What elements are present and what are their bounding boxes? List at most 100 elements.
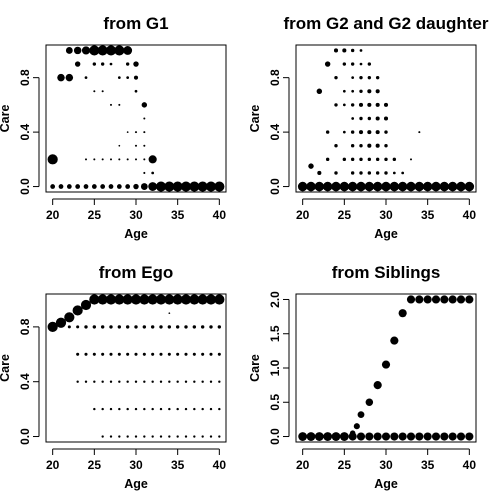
data-point: [367, 62, 372, 66]
data-point: [100, 62, 105, 66]
data-point: [147, 294, 158, 305]
data-point: [448, 432, 457, 441]
data-point: [367, 102, 372, 107]
data-point: [65, 73, 74, 82]
data-point: [367, 116, 372, 121]
data-point: [118, 380, 121, 383]
data-point: [389, 181, 400, 192]
data-point: [118, 144, 121, 147]
data-point: [218, 380, 221, 383]
data-point: [184, 435, 188, 438]
data-point: [143, 131, 146, 134]
data-point: [76, 352, 80, 356]
data-point: [197, 181, 208, 192]
data-point: [168, 312, 171, 315]
x-tick-label: 25: [88, 208, 102, 222]
data-point: [351, 89, 355, 93]
data-point: [390, 336, 399, 345]
data-point: [381, 360, 391, 369]
data-point: [322, 181, 333, 192]
data-point: [50, 184, 56, 189]
data-point: [184, 325, 188, 329]
data-point: [347, 181, 358, 192]
panel-title: from Ego: [99, 263, 174, 282]
data-point: [93, 407, 96, 411]
data-point: [168, 435, 171, 438]
data-point: [398, 432, 407, 441]
data-point: [456, 432, 466, 441]
data-point: [439, 181, 450, 192]
data-point: [89, 45, 100, 56]
x-tick-label: 30: [129, 208, 143, 222]
data-point: [375, 116, 380, 121]
data-point: [197, 294, 208, 305]
data-point: [384, 171, 388, 175]
data-point: [164, 294, 175, 305]
data-point: [375, 102, 380, 107]
data-point: [92, 62, 97, 66]
data-point: [184, 407, 188, 411]
data-point: [209, 352, 213, 356]
data-point: [123, 46, 133, 55]
data-point: [134, 325, 138, 329]
data-point: [74, 61, 81, 67]
data-point: [143, 158, 146, 161]
data-point: [375, 157, 380, 162]
data-point: [168, 380, 171, 383]
data-point: [143, 435, 146, 438]
data-point: [209, 325, 213, 329]
data-point: [134, 407, 138, 411]
data-point: [159, 380, 163, 383]
data-point: [306, 432, 316, 441]
data-point: [334, 75, 338, 80]
data-point: [431, 181, 441, 192]
data-point: [423, 295, 432, 304]
x-tick-label: 25: [338, 208, 352, 222]
data-point: [91, 184, 97, 189]
data-point: [334, 144, 338, 148]
data-point: [448, 295, 457, 304]
data-point: [193, 407, 196, 411]
data-point: [397, 181, 408, 192]
data-point: [200, 325, 205, 329]
data-point: [184, 352, 188, 356]
data-point: [193, 380, 196, 383]
data-point: [180, 181, 192, 192]
data-point: [126, 352, 130, 356]
data-point: [155, 294, 167, 305]
panel-title: from Siblings: [332, 263, 441, 282]
data-point: [80, 299, 92, 311]
data-point: [143, 144, 146, 147]
data-point: [159, 325, 163, 329]
x-tick-label: 40: [213, 208, 227, 222]
data-point: [456, 295, 466, 304]
data-point: [84, 158, 88, 161]
data-point: [143, 407, 146, 411]
data-point: [201, 352, 205, 356]
data-point: [93, 380, 96, 383]
data-point: [359, 62, 363, 66]
data-point: [375, 75, 380, 80]
data-point: [314, 181, 325, 192]
data-point: [92, 352, 96, 356]
data-point: [201, 435, 204, 438]
data-point: [109, 407, 113, 411]
data-point: [109, 103, 113, 106]
data-point: [92, 325, 97, 329]
data-point: [423, 432, 432, 441]
data-point: [456, 181, 466, 192]
data-points: [47, 294, 225, 438]
x-tick-label: 25: [338, 458, 352, 472]
data-point: [172, 294, 183, 305]
data-points: [297, 48, 475, 192]
data-point: [101, 435, 104, 438]
data-point: [159, 407, 163, 411]
data-point: [342, 89, 346, 93]
data-point: [325, 157, 330, 162]
data-point: [342, 48, 347, 53]
data-point: [364, 181, 375, 192]
data-point: [314, 432, 324, 441]
data-point: [150, 325, 155, 329]
data-point: [401, 171, 405, 175]
